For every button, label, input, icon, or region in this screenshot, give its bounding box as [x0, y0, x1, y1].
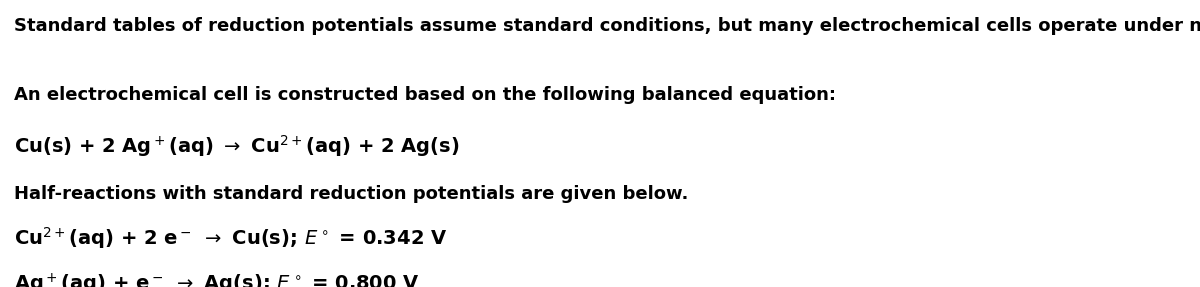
Text: Standard tables of reduction potentials assume standard conditions, but many ele: Standard tables of reduction potentials … [14, 17, 1200, 35]
Text: Half-reactions with standard reduction potentials are given below.: Half-reactions with standard reduction p… [14, 185, 689, 203]
Text: Cu$^{2+}$(aq) + 2 e$^-$ $\rightarrow$ Cu(s); $\mathit{E}^\circ$ = 0.342 V: Cu$^{2+}$(aq) + 2 e$^-$ $\rightarrow$ Cu… [14, 225, 448, 251]
Text: An electrochemical cell is constructed based on the following balanced equation:: An electrochemical cell is constructed b… [14, 86, 836, 104]
Text: Ag$^+$(aq) + e$^-$ $\rightarrow$ Ag(s); $\mathit{E}^\circ$ = 0.800 V: Ag$^+$(aq) + e$^-$ $\rightarrow$ Ag(s); … [14, 271, 420, 287]
Text: Cu(s) + 2 Ag$^+$(aq) $\rightarrow$ Cu$^{2+}$(aq) + 2 Ag(s): Cu(s) + 2 Ag$^+$(aq) $\rightarrow$ Cu$^{… [14, 133, 460, 159]
